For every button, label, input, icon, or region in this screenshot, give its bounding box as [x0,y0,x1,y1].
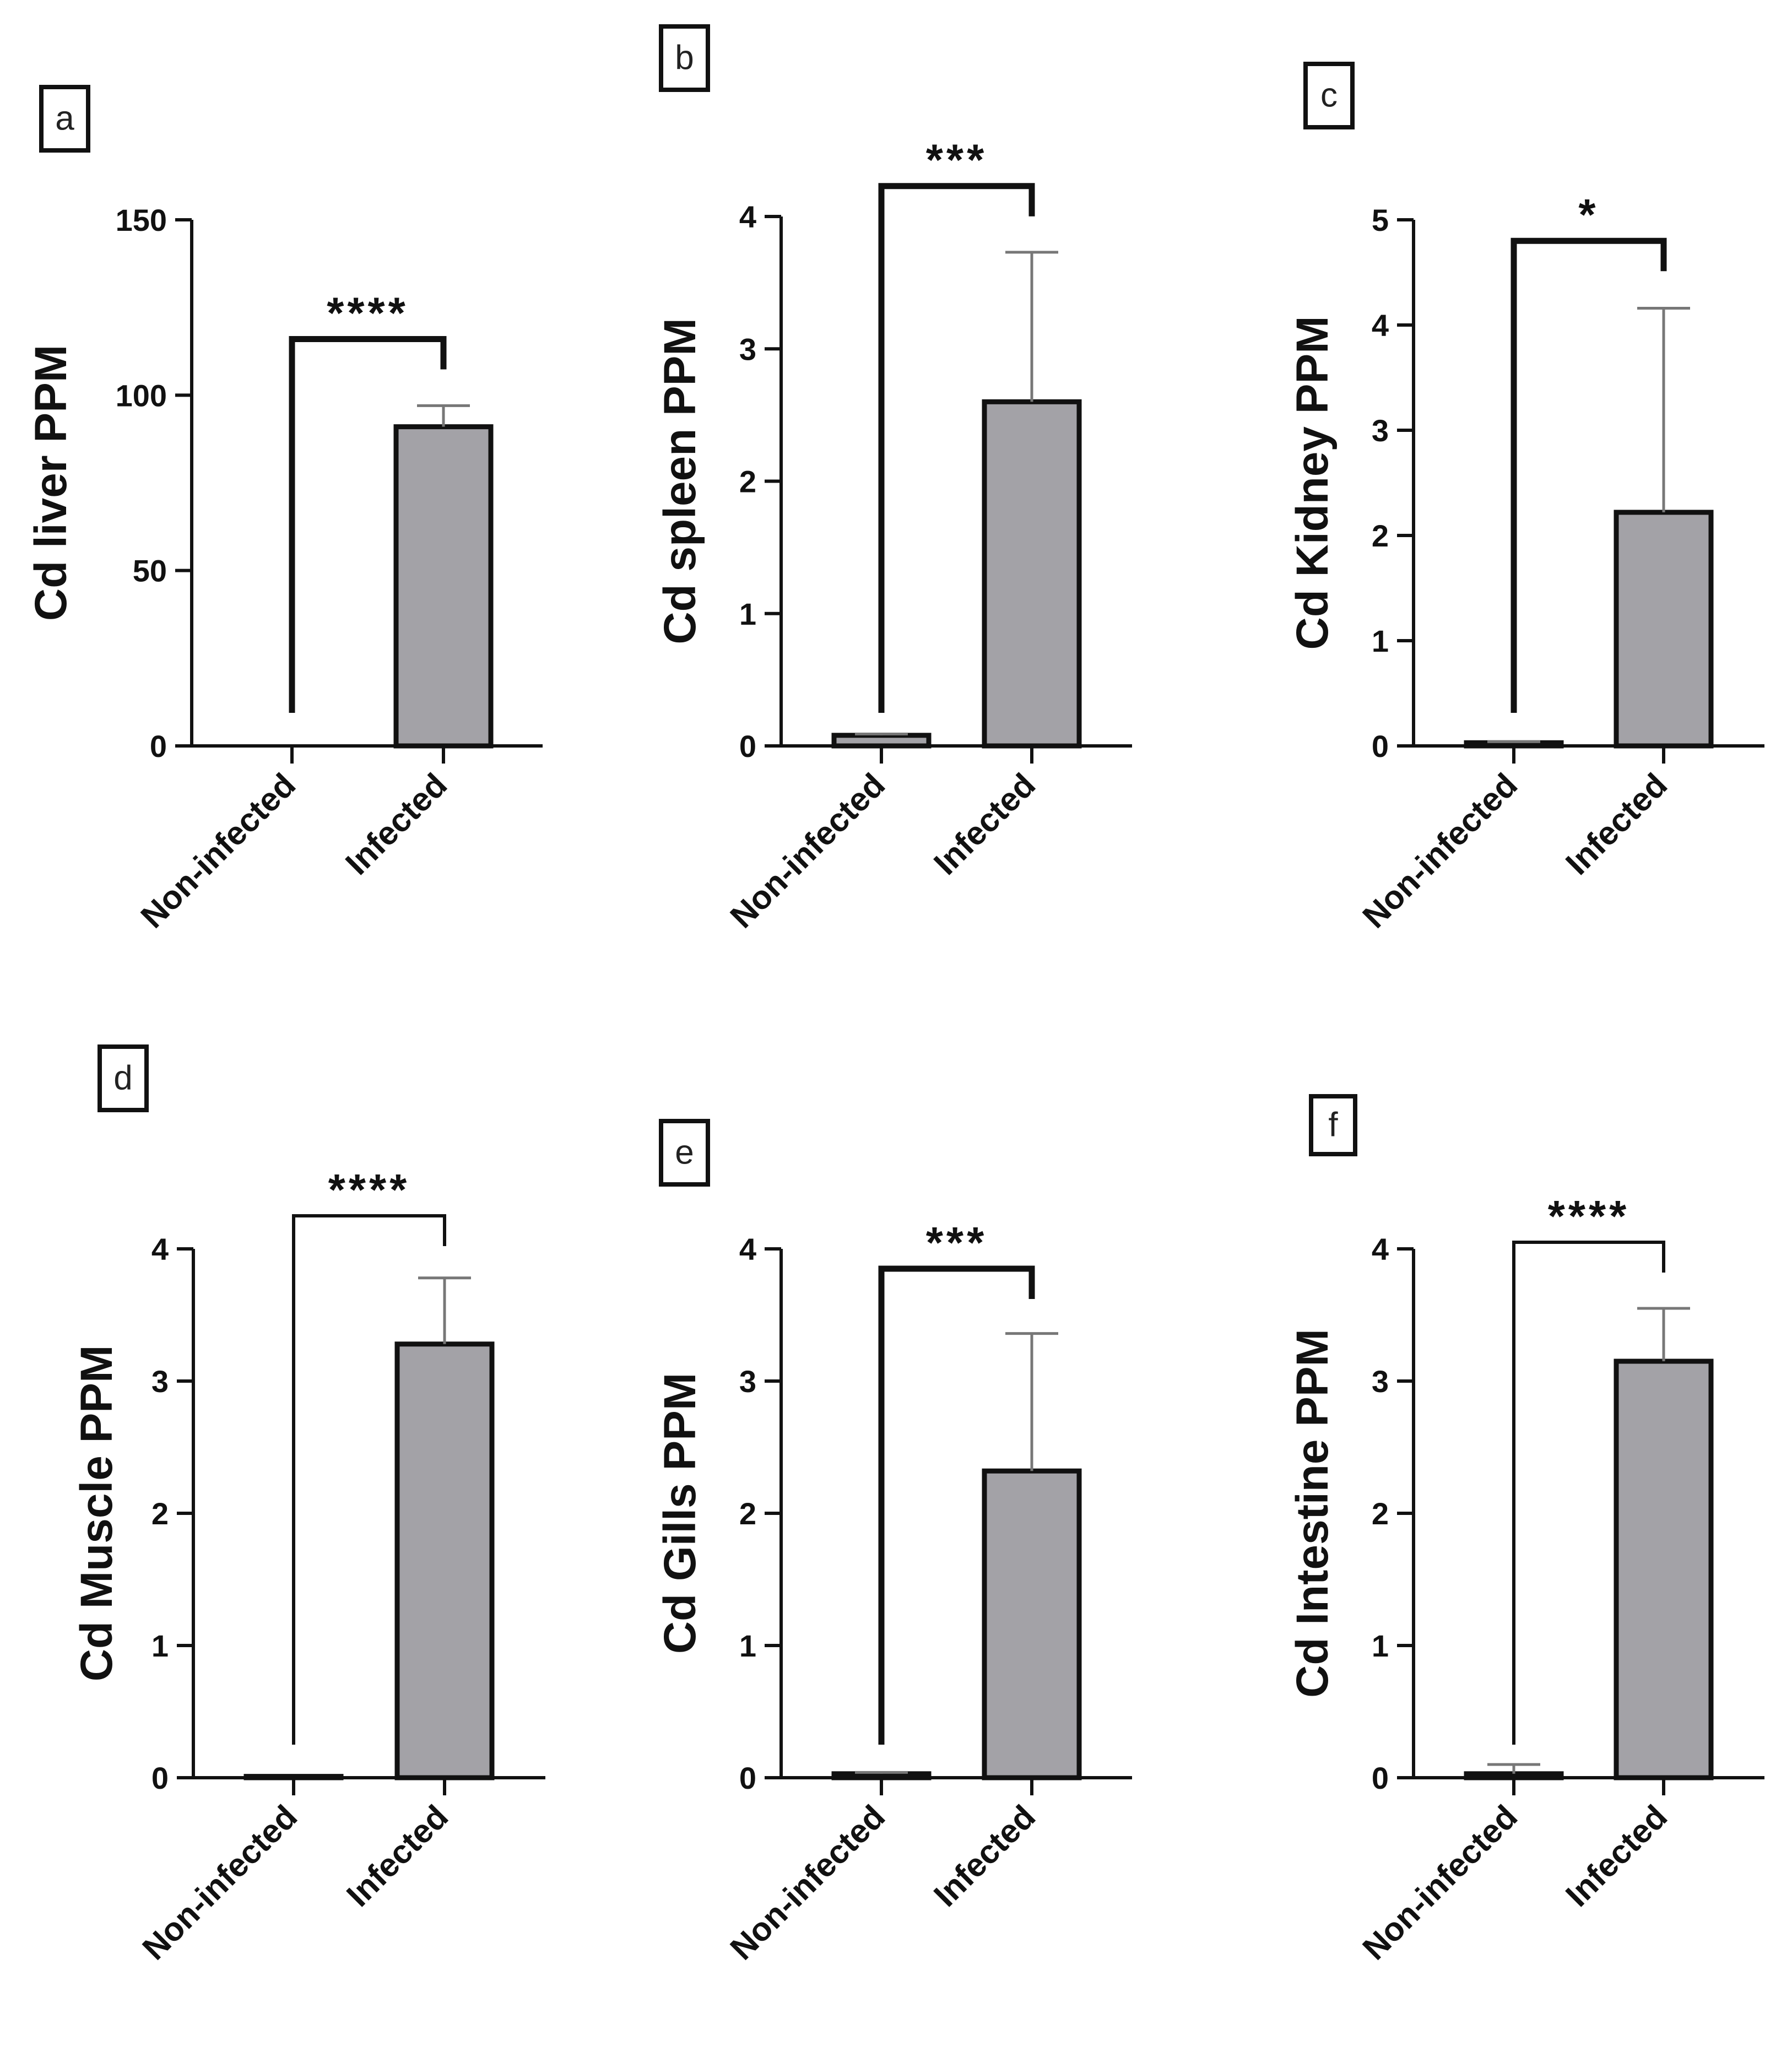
y-axis-title: Cd Kidney PPM [1287,316,1338,650]
chart-panel-e: e 0 1 2 3 4 Non-infected Infected Cd Gills PPM **… [655,1119,1132,1967]
significance-label: * [1578,190,1599,239]
bar-infected [1614,1358,1714,1780]
bar-infected [982,1468,1082,1780]
y-tick-label: 1 [739,1628,756,1663]
panel-label: f [1328,1106,1338,1144]
y-tick-label: 1 [1372,1628,1389,1663]
y-tick-label: 3 [151,1364,169,1399]
significance-label: **** [328,1165,410,1214]
x-tick-label: Non-infected [136,1798,305,1967]
significance-label: **** [1548,1192,1630,1241]
y-axis-title: Cd Gills PPM [655,1373,705,1654]
chart-panel-f: f 0 1 2 3 4 Non-infected Infected Cd Intestine P… [1287,1094,1764,1967]
panel-label-box [1303,62,1355,129]
y-tick-label: 2 [739,1496,756,1531]
y-tick-label: 3 [739,1364,756,1399]
panel-label-box [39,85,90,153]
panel-label: d [113,1059,132,1097]
x-tick-label: Non-infected [1356,1798,1525,1967]
bar-infected [393,424,494,749]
y-tick-label: 2 [151,1496,169,1531]
y-tick-label: 4 [1372,1232,1389,1266]
significance-bracket [289,335,447,713]
chart-panel-c: c 0 1 2 3 4 5 Non-infected Infected Cd Kidney PPM… [1287,62,1764,935]
panel-label: a [55,100,74,138]
significance-bracket [292,1214,446,1745]
x-tick-label: Infected [1558,766,1674,882]
y-axis-title: Cd spleen PPM [655,318,705,644]
y-tick-label: 0 [739,1761,756,1795]
x-tick-label: Non-infected [723,1798,892,1967]
bar-infected [982,399,1082,749]
panel-label-box [659,24,710,92]
x-tick-label: Infected [927,766,1042,882]
y-tick-label: 4 [151,1232,169,1266]
significance-label: **** [327,288,409,337]
significance-bracket [1511,237,1667,713]
y-axis-title: Cd liver PPM [26,345,76,621]
x-tick-label: Infected [339,1798,455,1914]
significance-bracket [878,183,1035,713]
y-tick-label: 3 [1372,1364,1389,1399]
y-tick-label: 4 [739,1232,756,1266]
y-tick-label: 2 [1372,518,1389,553]
x-tick-label: Non-infected [134,766,303,935]
y-tick-label: 0 [151,1761,169,1795]
chart-panel-b: b 0 1 2 3 4 Non-infected Infected Cd spleen PPM *… [655,24,1132,935]
y-tick-label: 1 [1372,624,1389,658]
significance-bracket [1512,1241,1665,1745]
x-tick-label: Infected [338,766,454,882]
y-tick-label: 1 [151,1628,169,1663]
y-tick-label: 2 [739,464,756,499]
significance-bracket [878,1265,1035,1745]
y-tick-label: 2 [1372,1496,1389,1531]
y-tick-label: 50 [133,554,167,588]
panel-label: c [1320,77,1338,115]
significance-label: *** [926,136,987,185]
y-tick-label: 5 [1372,203,1389,237]
y-tick-label: 3 [1372,413,1389,448]
y-tick-label: 0 [1372,1761,1389,1795]
y-tick-label: 4 [739,199,756,234]
y-tick-label: 4 [1372,308,1389,343]
bar-infected [394,1341,495,1780]
panel-label-box [1309,1094,1357,1156]
y-axis-title: Cd Intestine PPM [1287,1329,1338,1698]
x-tick-label: Non-infected [723,766,892,935]
y-tick-label: 0 [150,729,167,764]
panel-label: e [675,1134,694,1172]
x-tick-label: Infected [1558,1798,1674,1914]
chart-panel-a: a 0 50 100 150 Non-infected Infected Cd liver P… [26,85,543,935]
x-tick-label: Non-infected [1356,766,1525,935]
y-tick-label: 150 [116,203,167,237]
significance-label: *** [926,1218,987,1267]
panel-label-box [659,1119,710,1187]
panel-label-box [98,1044,149,1112]
panel-label: b [675,39,694,77]
y-tick-label: 100 [116,378,167,413]
y-axis-title: Cd Muscle PPM [72,1345,122,1682]
x-tick-label: Infected [927,1798,1042,1914]
bar-infected [1614,510,1714,749]
y-tick-label: 1 [739,597,756,631]
y-tick-label: 3 [739,332,756,366]
chart-panel-d: d 0 1 2 3 4 Non-infected Infected Cd Muscle PPM *… [72,1044,545,1967]
y-tick-label: 0 [739,729,756,764]
y-tick-label: 0 [1372,729,1389,764]
